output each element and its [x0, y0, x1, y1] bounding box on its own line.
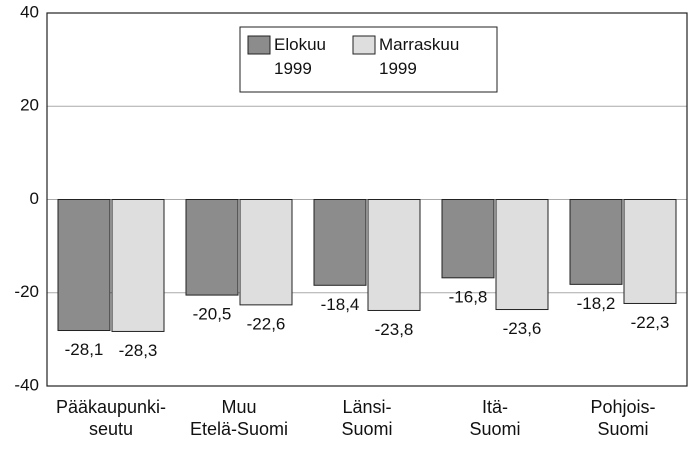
bar [57, 199, 111, 332]
value-label: -23,8 [375, 320, 414, 339]
bar [239, 199, 293, 306]
y-tick-label: 40 [20, 2, 39, 21]
value-label: -18,2 [577, 294, 616, 313]
bar [367, 199, 421, 311]
legend-box [239, 26, 498, 93]
value-label: -28,3 [119, 341, 158, 360]
y-tick-label: 0 [30, 189, 39, 208]
y-tick-label: -20 [14, 282, 39, 301]
x-tick-label: Pohjois- Suomi [590, 397, 656, 439]
value-label: -18,4 [321, 295, 360, 314]
value-label: -16,8 [449, 287, 488, 306]
value-label: -23,6 [503, 319, 542, 338]
x-tick-label: Itä- Suomi [469, 397, 521, 439]
bar [111, 199, 165, 332]
y-tick-label: 20 [20, 96, 39, 115]
value-label: -20,5 [193, 305, 232, 324]
value-label: -28,1 [65, 340, 104, 359]
y-tick-label: -40 [14, 375, 39, 394]
legend-swatch [247, 35, 271, 55]
x-tick-label: Länsi- Suomi [341, 397, 393, 439]
bar [495, 199, 549, 311]
value-label: -22,3 [631, 313, 670, 332]
bar [185, 199, 239, 296]
bar [569, 199, 623, 285]
bar [623, 199, 677, 304]
bar [313, 199, 367, 286]
value-label: -22,6 [247, 314, 286, 333]
plot-frame [46, 12, 688, 387]
legend-label: Elokuu 1999 [274, 35, 326, 78]
bar [441, 199, 495, 279]
legend-label: Marraskuu 1999 [379, 35, 460, 78]
x-tick-label: Muu Etelä-Suomi [189, 397, 289, 439]
x-tick-label: Pääkaupunki- seutu [55, 397, 167, 439]
legend-swatch [352, 35, 376, 55]
